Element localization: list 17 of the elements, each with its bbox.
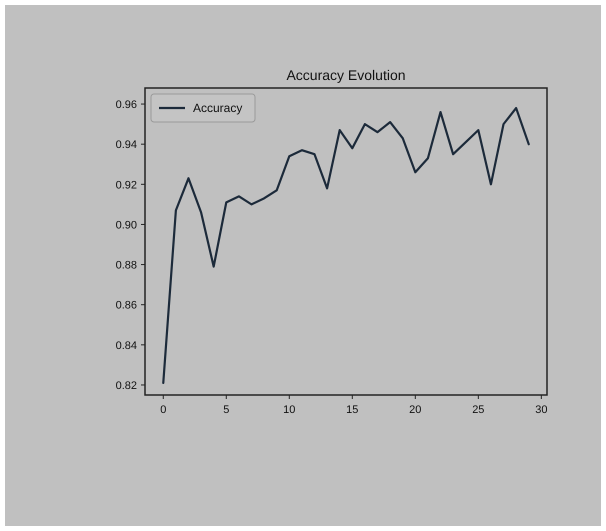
y-tick-label: 0.88	[116, 260, 137, 272]
x-tick-label: 10	[283, 404, 296, 416]
x-tick-label: 15	[346, 404, 358, 416]
x-tick-label: 5	[223, 404, 230, 416]
y-tick-label: 0.84	[116, 340, 137, 352]
y-tick-label: 0.94	[116, 139, 137, 152]
x-tick-label: 25	[472, 404, 484, 416]
x-tick-label: 0	[160, 404, 166, 416]
y-tick-label: 0.96	[116, 99, 137, 112]
y-tick-label: 0.82	[116, 380, 137, 392]
y-tick-label: 0.90	[116, 219, 137, 232]
legend-label: Accuracy	[193, 101, 242, 115]
chart-title: Accuracy Evolution	[286, 67, 406, 83]
x-tick-label: 30	[535, 404, 548, 416]
y-tick-label: 0.86	[116, 300, 137, 312]
y-tick-label: 0.92	[116, 179, 137, 192]
x-tick-label: 20	[409, 404, 422, 416]
